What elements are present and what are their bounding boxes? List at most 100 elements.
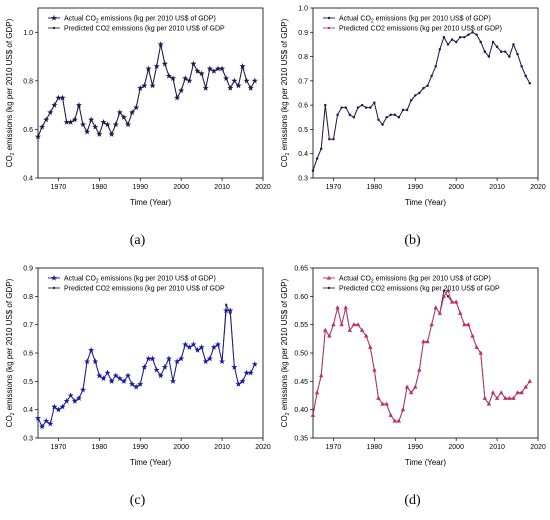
data-point-actual: [393, 113, 397, 117]
data-point-actual: [120, 114, 127, 120]
data-point-actual: [214, 65, 222, 72]
data-point-actual: [243, 369, 250, 376]
data-point-actual: [336, 113, 339, 117]
panel-label-a: (a): [129, 233, 146, 248]
x-tick-label: 2000: [173, 444, 189, 451]
series-line-actual: [312, 31, 531, 171]
data-point-actual: [79, 121, 87, 128]
data-point-actual: [206, 355, 213, 362]
x-tick-label: 2000: [173, 184, 189, 191]
data-point-actual: [137, 84, 144, 91]
data-point-actual: [360, 103, 364, 107]
data-point-actual: [405, 108, 409, 112]
data-point-actual: [508, 55, 511, 58]
data-point-actual: [116, 109, 123, 116]
data-point-actual: [223, 307, 230, 314]
data-point-actual: [323, 327, 328, 332]
data-point-actual: [108, 131, 115, 137]
data-point-actual: [210, 67, 217, 74]
data-point-predicted: [446, 295, 450, 298]
legend-label-predicted: Predicted CO2 emissions (kg per 2010 US$…: [64, 26, 225, 33]
data-point-actual: [373, 101, 376, 104]
x-tick-label: 1990: [407, 444, 423, 451]
data-point-actual: [190, 60, 197, 67]
y-axis-title: CO2 emissions (kg per 2010 US$ of GDP): [5, 18, 16, 167]
data-point-actual: [453, 299, 459, 304]
data-point-actual: [479, 40, 482, 44]
y-tick-label: 0.6: [298, 103, 308, 110]
data-point-actual: [434, 65, 437, 68]
data-point-actual: [182, 75, 189, 82]
data-point-actual: [100, 375, 107, 382]
x-tick-label: 1970: [326, 444, 342, 451]
data-point-actual: [43, 417, 50, 424]
x-tick-label: 2000: [448, 184, 464, 191]
y-tick-label: 0.4: [298, 151, 308, 158]
x-tick-label: 1970: [51, 444, 67, 451]
data-point-actual: [124, 372, 132, 379]
data-point-actual: [512, 43, 515, 46]
data-point-actual: [381, 123, 384, 126]
x-tick-label: 1970: [51, 184, 67, 191]
data-point-actual: [483, 50, 487, 53]
data-point-actual: [165, 72, 172, 79]
data-point-actual: [178, 87, 185, 94]
y-tick-label: 0.35: [294, 436, 308, 443]
data-point-actual: [88, 116, 95, 123]
data-point-actual: [133, 383, 140, 390]
data-point-actual: [351, 322, 357, 327]
data-point-actual: [153, 366, 160, 373]
data-point-actual: [344, 106, 347, 109]
data-point-actual: [401, 108, 405, 112]
data-point-actual: [327, 333, 332, 338]
data-point-actual: [247, 84, 254, 91]
data-point-actual: [145, 355, 152, 362]
y-tick-label: 0.4: [23, 407, 33, 414]
y-tick-label: 0.50: [294, 351, 308, 358]
data-point-actual: [377, 118, 380, 121]
data-point-actual: [243, 77, 250, 84]
data-point-actual: [359, 327, 365, 332]
data-point-actual: [523, 384, 528, 389]
data-point-actual: [235, 380, 242, 387]
x-tick-label: 1980: [367, 444, 383, 451]
data-point-actual: [59, 403, 66, 410]
data-point-actual: [51, 403, 58, 410]
data-point-actual: [474, 344, 479, 349]
data-point-actual: [528, 82, 532, 85]
data-point-actual: [413, 384, 418, 389]
series-line-predicted: [37, 303, 256, 428]
plot-frame: [37, 7, 264, 179]
x-tick-label: 2010: [214, 444, 230, 451]
data-point-actual: [519, 390, 524, 395]
legend-swatch-marker: [52, 286, 56, 290]
x-axis-title: Time (Year): [130, 198, 172, 207]
data-point-actual: [202, 84, 209, 91]
data-point-actual: [400, 407, 406, 412]
x-tick-label: 2020: [530, 184, 546, 191]
data-point-actual: [186, 77, 193, 84]
data-point-actual: [251, 77, 258, 84]
data-point-actual: [369, 106, 372, 109]
data-point-actual: [34, 414, 42, 421]
data-point-actual: [206, 65, 213, 72]
x-tick-label: 2000: [448, 444, 464, 451]
data-point-actual: [34, 133, 42, 140]
data-point-actual: [178, 355, 185, 362]
data-point-actual: [396, 418, 402, 423]
x-tick-label: 2020: [255, 444, 271, 451]
data-point-actual: [311, 169, 315, 172]
data-point-predicted: [442, 289, 446, 292]
legend-swatch-marker: [327, 26, 331, 30]
x-tick-label: 2010: [214, 184, 230, 191]
y-axis-title: CO2 emissions (kg per 2010 US$ of GDP): [280, 18, 291, 167]
data-point-actual: [153, 63, 160, 69]
data-point-actual: [104, 121, 111, 128]
data-point-actual: [397, 116, 401, 119]
data-point-actual: [409, 99, 413, 102]
data-point-actual: [67, 392, 74, 399]
data-point-actual: [364, 106, 368, 109]
x-axis-title: Time (Year): [405, 458, 447, 467]
data-point-actual: [251, 361, 258, 367]
legend-swatch-marker: [50, 14, 58, 21]
